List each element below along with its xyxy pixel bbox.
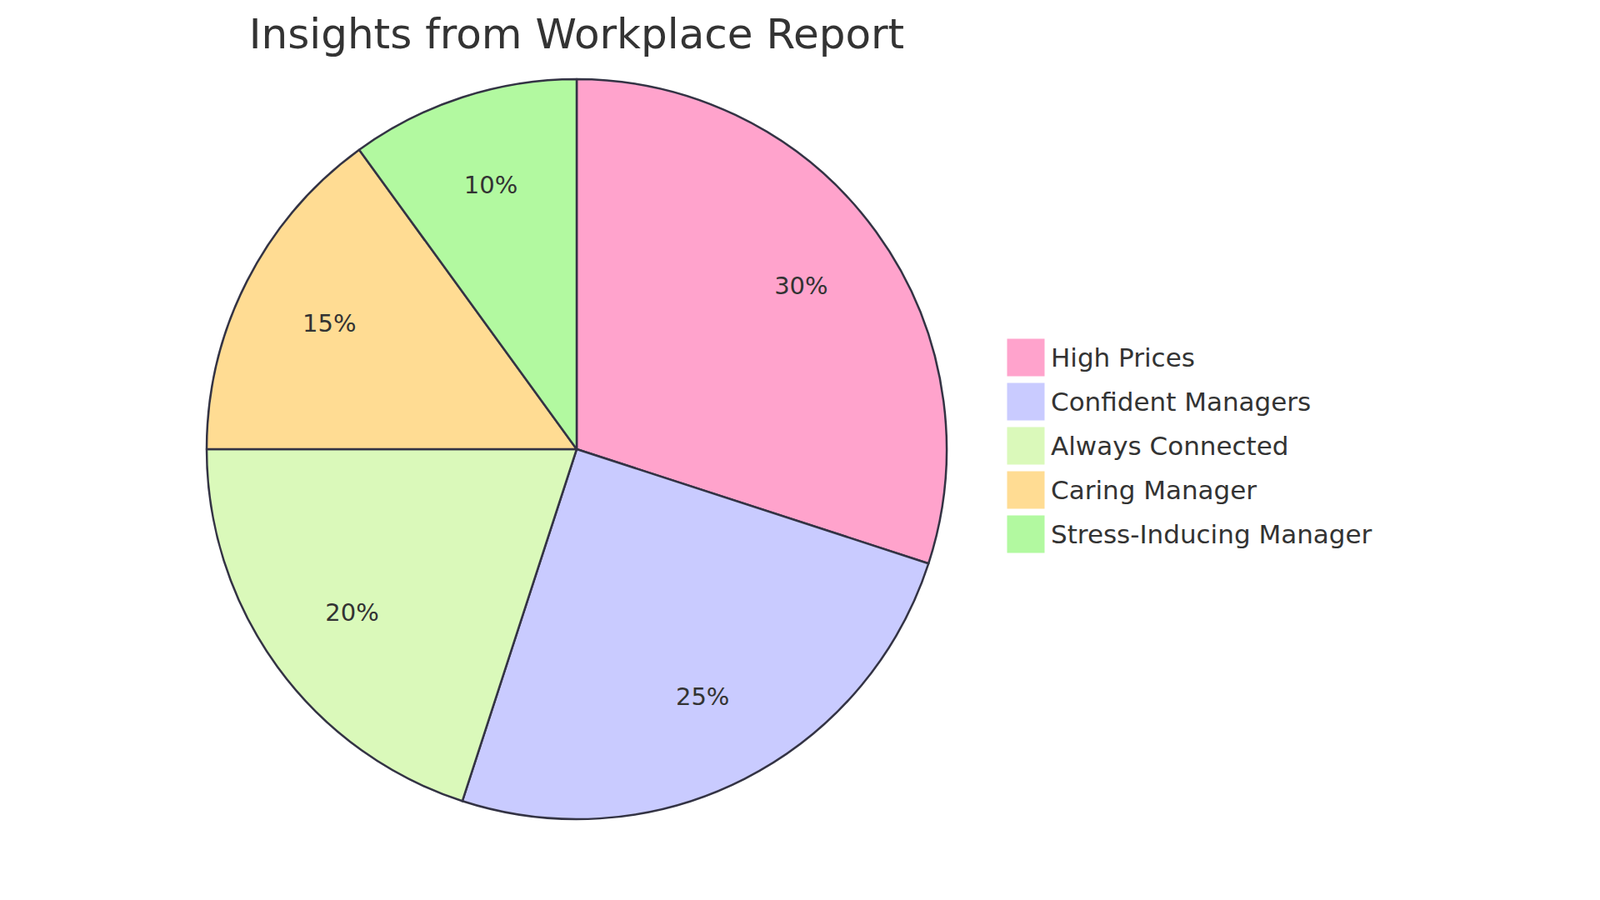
legend-label: Caring Manager	[1050, 475, 1257, 505]
legend-label: Confident Managers	[1050, 386, 1311, 417]
legend-item: Caring Manager	[1007, 471, 1257, 509]
legend-swatch	[1007, 383, 1045, 420]
data-label: 15%	[302, 309, 356, 338]
legend-item: High Prices	[1007, 339, 1195, 376]
legend-item: Always Connected	[1007, 427, 1289, 465]
legend-item: Stress-Inducing Manager	[1007, 515, 1373, 553]
legend-swatch	[1007, 471, 1045, 509]
legend: High Prices Confident Managers Always Conn…	[1007, 339, 1373, 553]
legend-label: Always Connected	[1050, 430, 1289, 461]
pie	[206, 79, 947, 820]
chart: Insights from Workplace Report 30% 25% 20% 1…	[0, 0, 1600, 900]
title: Insights from Workplace Report	[249, 10, 905, 59]
data-label: 10%	[464, 170, 518, 200]
legend-swatch	[1007, 515, 1045, 553]
data-label: 30%	[774, 271, 828, 300]
data-label: 25%	[675, 682, 730, 711]
pie-slice	[359, 79, 577, 450]
pie-slice	[206, 449, 577, 801]
legend-item: Confident Managers	[1007, 383, 1311, 420]
data-labels: 30% 25% 20% 15% 10%	[302, 170, 829, 710]
legend-swatch	[1007, 339, 1045, 376]
data-label: 20%	[325, 598, 379, 627]
legend-swatch	[1007, 427, 1045, 465]
legend-label: High Prices	[1050, 342, 1195, 373]
legend-label: Stress-Inducing Manager	[1050, 519, 1373, 550]
